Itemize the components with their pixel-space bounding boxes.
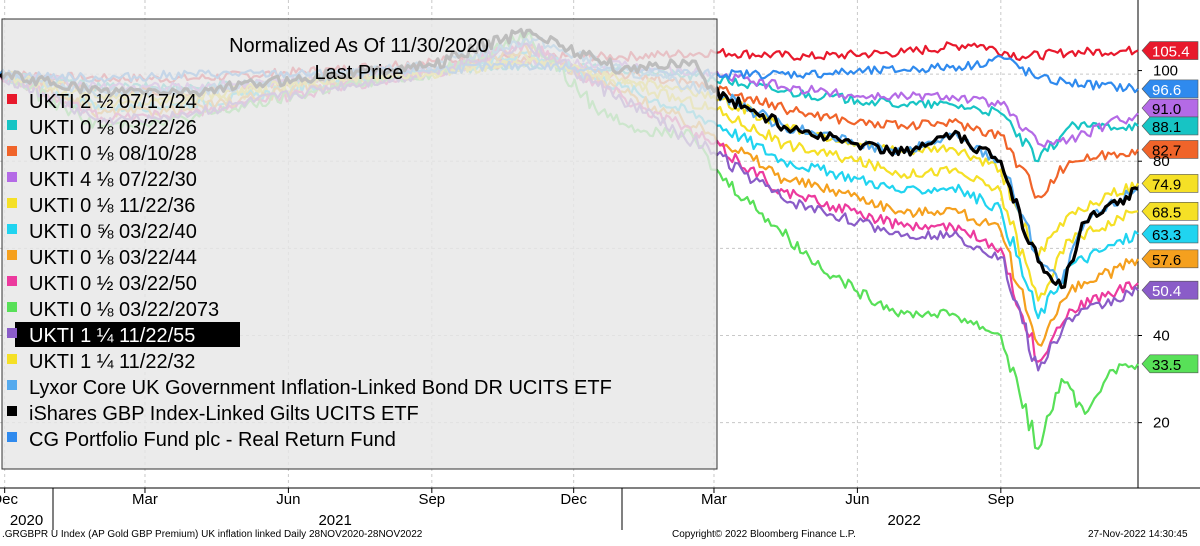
- chart-subtitle: Last Price: [315, 62, 404, 84]
- last-value-label: 63.3: [1152, 227, 1181, 244]
- last-value-tag: [1141, 249, 1199, 269]
- last-value-tag: [1141, 140, 1199, 159]
- footer-copyright: Copyright© 2022 Bloomberg Finance L.P.: [672, 529, 856, 540]
- last-value-label: 96.6: [1152, 82, 1181, 99]
- last-value-tag: [1141, 79, 1199, 99]
- x-axis: Dec Mar Jun Sep Dec Mar Jun Sep 2020 2021 2022: [0, 487, 1200, 530]
- last-value-tag: [1141, 224, 1199, 244]
- last-value-tag: [1141, 280, 1199, 300]
- last-value-label: 91.0: [1152, 101, 1181, 118]
- x-tick-label-jun: Jun: [845, 491, 869, 508]
- chart-title: Normalized As Of 11/30/2020: [229, 35, 489, 57]
- last-value-tag: [1141, 41, 1199, 60]
- last-value-tag: [1141, 202, 1199, 221]
- value-labels: 105.4 100 96.6 91.088.1 82.780 74.9 68.5 63.3 57…: [1138, 41, 1199, 432]
- legend-label-10: UKTI 1 ¼ 11/22/55: [29, 325, 195, 347]
- legend-swatch-6: [7, 224, 17, 234]
- legend-label-3: UKTI 0 ⅛ 08/10/28: [29, 143, 197, 165]
- legend: Normalized As Of 11/30/2020 Last Price UKT…: [1, 18, 718, 470]
- legend-swatch-3: [7, 146, 17, 156]
- x-tick-label-dec: Dec: [0, 491, 19, 508]
- legend-label-13: iShares GBP Index-Linked Gilts UCITS ETF: [29, 403, 419, 425]
- y-tick-label-20: 20: [1153, 415, 1170, 432]
- last-value-label: 57.6: [1152, 252, 1181, 269]
- legend-label-14: CG Portfolio Fund plc - Real Return Fund: [29, 429, 396, 451]
- footer-source: .GRGBPR U Index (AP Gold GBP Premium) UK…: [2, 529, 423, 540]
- last-value-label: 82.7: [1152, 142, 1181, 159]
- legend-label-4: UKTI 4 ⅛ 07/22/30: [29, 169, 197, 191]
- last-value-label: 105.4: [1152, 44, 1190, 61]
- legend-swatch-2: [7, 120, 17, 130]
- legend-label-12: Lyxor Core UK Government Inflation-Linke…: [29, 377, 612, 399]
- last-value-tag: [1141, 174, 1199, 193]
- last-value-label: 50.4: [1152, 283, 1181, 300]
- last-value-tag: [1141, 354, 1199, 374]
- legend-swatch-14: [7, 432, 17, 442]
- last-value-tag: [1141, 98, 1199, 118]
- legend-label-9: UKTI 0 ⅛ 03/22/2073: [29, 299, 219, 321]
- last-value-tag: [1141, 116, 1199, 136]
- last-value-label: 74.9: [1152, 176, 1181, 193]
- legend-swatch-4: [7, 172, 17, 182]
- x-tick-label-mar: Mar: [701, 491, 727, 508]
- legend-label-5: UKTI 0 ⅛ 11/22/36: [29, 195, 195, 217]
- x-tick-label-jun: Jun: [276, 491, 300, 508]
- legend-swatch-8: [7, 276, 17, 286]
- x-year-label-2020: 2020: [10, 512, 43, 529]
- x-tick-label-sep: Sep: [418, 491, 445, 508]
- legend-label-6: UKTI 0 ⅝ 03/22/40: [29, 221, 197, 243]
- legend-swatch-7: [7, 250, 17, 260]
- x-tick-label-sep: Sep: [987, 491, 1014, 508]
- x-tick-label-dec: Dec: [560, 491, 587, 508]
- y-tick-label-100: 100: [1153, 63, 1178, 80]
- legend-swatch-11: [7, 354, 17, 364]
- legend-highlight: [15, 322, 240, 347]
- x-tick-label-mar: Mar: [132, 491, 158, 508]
- gridlines: [0, 0, 1139, 488]
- legend-swatch-10: [7, 328, 17, 338]
- legend-swatch-1: [7, 94, 17, 104]
- y-tick-label-80: 80: [1153, 153, 1170, 170]
- legend-swatch-5: [7, 198, 17, 208]
- x-year-label-2021: 2021: [318, 512, 351, 529]
- last-value-label: 68.5: [1152, 204, 1181, 221]
- legend-swatch-12: [7, 380, 17, 390]
- legend-label-7: UKTI 0 ⅛ 03/22/44: [29, 247, 197, 269]
- last-value-label: 88.1: [1152, 119, 1181, 136]
- legend-swatch-9: [7, 302, 17, 312]
- y-tick-label-40: 40: [1153, 328, 1170, 345]
- legend-label-1: UKTI 2 ½ 07/17/24: [29, 91, 197, 113]
- legend-box: [1, 18, 718, 470]
- footer-timestamp: 27-Nov-2022 14:30:45: [1088, 529, 1188, 540]
- legend-label-8: UKTI 0 ½ 03/22/50: [29, 273, 197, 295]
- legend-label-11: UKTI 1 ¼ 11/22/32: [29, 351, 195, 373]
- x-year-label-2022: 2022: [887, 512, 920, 529]
- legend-swatch-13: [7, 406, 17, 416]
- last-value-label: 33.5: [1152, 357, 1181, 374]
- line-chart: Normalized As Of 11/30/2020 Last Price UKT…: [0, 0, 1200, 530]
- legend-label-2: UKTI 0 ⅛ 03/22/26: [29, 117, 197, 139]
